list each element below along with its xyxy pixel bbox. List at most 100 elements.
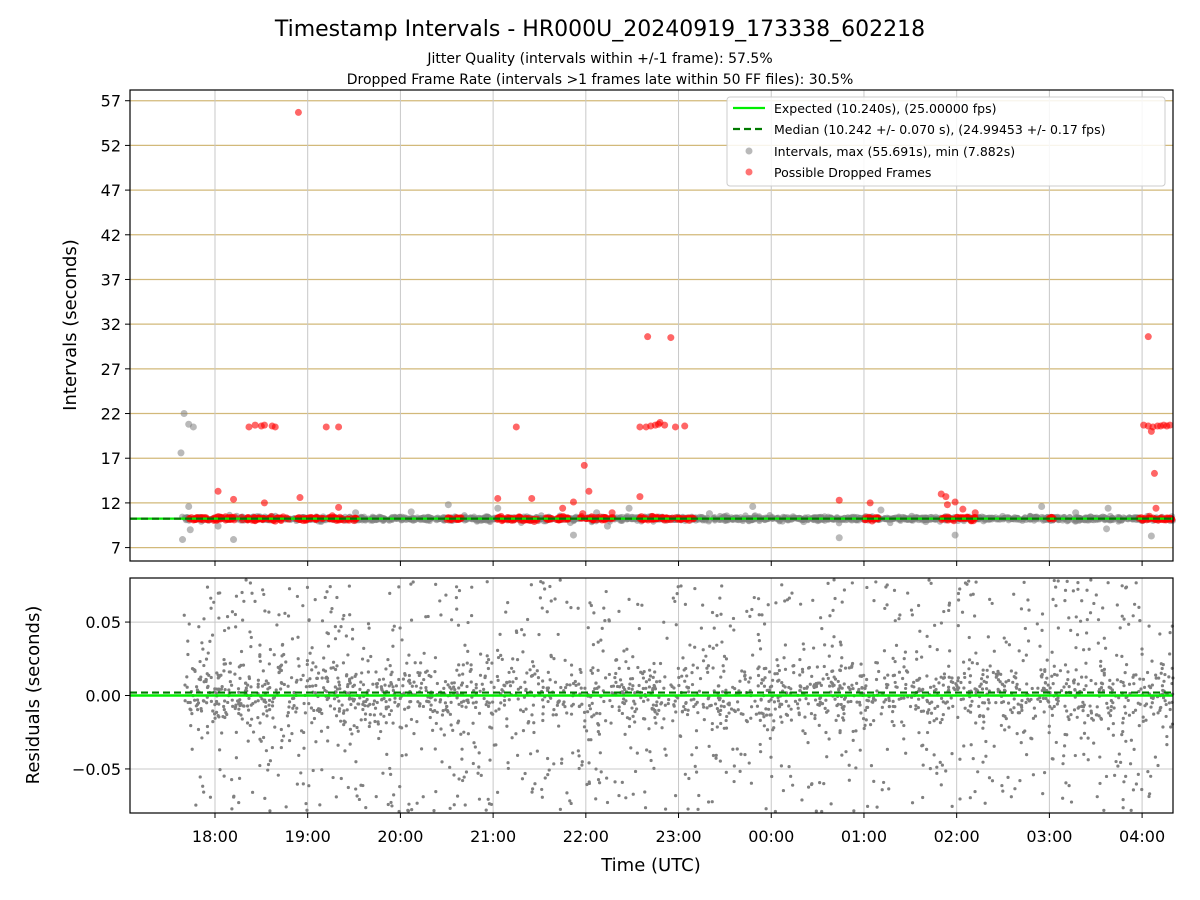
residual-point — [882, 700, 886, 704]
residual-point — [525, 617, 530, 622]
residual-point — [379, 712, 383, 716]
residual-point — [914, 707, 918, 711]
residual-point — [1063, 663, 1068, 667]
residual-point — [608, 698, 612, 703]
residual-point — [884, 698, 888, 702]
residual-point — [389, 682, 394, 686]
residual-point — [394, 684, 398, 688]
residual-point — [1046, 683, 1050, 687]
residual-point — [431, 728, 435, 732]
residual-point — [715, 614, 719, 618]
residual-point — [449, 723, 453, 727]
residual-point — [541, 698, 545, 702]
residual-point — [1067, 616, 1071, 620]
residual-point — [1035, 622, 1039, 626]
x-axis-label: Time (UTC) — [600, 855, 701, 876]
residual-point — [292, 704, 296, 708]
interval-point — [179, 536, 187, 544]
residual-point — [981, 726, 985, 730]
residual-point — [981, 714, 985, 718]
residual-point — [577, 754, 581, 758]
residual-point — [798, 657, 802, 662]
residual-point — [1169, 725, 1173, 729]
residual-point — [643, 717, 647, 721]
residual-point — [1115, 678, 1119, 682]
residual-point — [307, 702, 311, 706]
residual-point — [261, 588, 265, 592]
residual-point — [446, 683, 450, 687]
residual-point — [1121, 798, 1125, 802]
residual-point — [1138, 702, 1142, 706]
residual-point — [1121, 730, 1125, 734]
residual-point — [358, 696, 362, 700]
residual-point — [500, 657, 504, 662]
residual-point — [724, 657, 729, 661]
residual-point — [865, 677, 869, 682]
residual-point — [440, 760, 444, 764]
residual-point — [355, 725, 359, 730]
residual-point — [205, 672, 209, 676]
residual-point — [258, 654, 262, 659]
residual-point — [511, 657, 515, 661]
residual-point — [337, 683, 342, 687]
residual-point — [284, 660, 288, 664]
residual-point — [1094, 593, 1098, 597]
residual-point — [872, 779, 876, 783]
residual-point — [435, 681, 439, 686]
residual-point — [336, 743, 340, 747]
residual-point — [278, 667, 282, 671]
residual-point — [1108, 678, 1112, 682]
residual-point — [1117, 696, 1121, 700]
residual-point — [815, 682, 819, 686]
residual-point — [189, 724, 193, 728]
residual-point — [217, 616, 221, 620]
residual-point — [696, 711, 700, 715]
residual-point — [404, 724, 408, 728]
residual-point — [1072, 681, 1076, 685]
residual-point — [183, 683, 187, 687]
residual-point — [631, 714, 635, 718]
residual-point — [1076, 580, 1080, 585]
residual-point — [887, 787, 891, 791]
residual-point — [510, 736, 514, 740]
residual-point — [1136, 772, 1140, 776]
residual-point — [1009, 669, 1013, 673]
residual-point — [539, 579, 543, 584]
residual-point — [766, 603, 770, 607]
residual-point — [1004, 717, 1008, 721]
residual-point — [980, 687, 985, 691]
residual-point — [897, 617, 901, 621]
dropped-frame-point — [494, 494, 502, 502]
residual-point — [263, 698, 267, 702]
residual-point — [861, 717, 866, 721]
residual-point — [206, 731, 210, 735]
residual-point — [1095, 713, 1099, 717]
residual-point — [391, 721, 395, 725]
residual-point — [553, 680, 558, 684]
residual-point — [938, 760, 942, 764]
residual-point — [1059, 689, 1064, 693]
residual-point — [891, 699, 895, 703]
residual-point — [939, 783, 943, 787]
residual-point — [929, 581, 933, 585]
residual-point — [270, 700, 275, 704]
residual-point — [934, 677, 938, 681]
residual-point — [1147, 624, 1151, 628]
residual-point — [945, 700, 949, 704]
residual-point — [337, 629, 341, 633]
residual-point — [195, 688, 200, 692]
residual-point — [541, 712, 545, 716]
residual-point — [692, 704, 696, 709]
residual-point — [674, 623, 678, 627]
residual-point — [633, 709, 637, 714]
residual-point — [320, 768, 324, 772]
residual-point — [332, 697, 337, 701]
residual-point — [672, 704, 676, 708]
residual-point — [344, 634, 348, 638]
residual-point — [345, 673, 349, 677]
residual-point — [217, 715, 221, 719]
residual-point — [966, 709, 970, 713]
residual-point — [366, 704, 370, 708]
residual-point — [333, 667, 338, 672]
residual-point — [863, 708, 868, 712]
